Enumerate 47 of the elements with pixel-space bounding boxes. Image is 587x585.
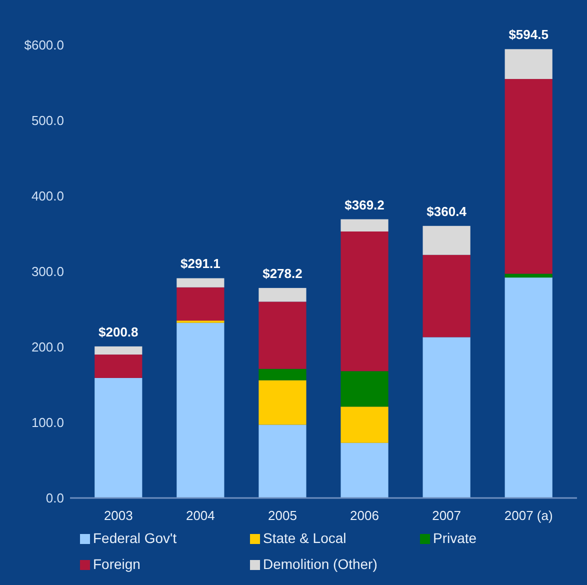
bar	[258, 288, 306, 302]
x-tick-label: 2007	[432, 508, 462, 523]
bar	[340, 406, 388, 443]
y-tick-label: 500.0	[31, 113, 64, 128]
bar	[94, 346, 142, 355]
y-tick-label: 0.0	[46, 490, 64, 506]
bar	[94, 378, 142, 498]
legend-label: Demolition (Other)	[263, 556, 378, 572]
bar	[176, 278, 224, 288]
total-label: $360.4	[426, 204, 468, 219]
bar	[504, 49, 552, 79]
total-label: $278.2	[262, 266, 302, 281]
bar	[422, 226, 470, 255]
y-tick-label: 300.0	[31, 264, 64, 280]
bar	[258, 302, 306, 369]
x-tick-label: 2007 (a)	[504, 508, 553, 523]
x-tick-label: 2003	[104, 508, 133, 523]
y-tick-label: 200.0	[31, 340, 64, 355]
bar	[422, 254, 470, 338]
total-label: $594.5	[508, 27, 548, 42]
total-label: $200.8	[98, 324, 138, 340]
x-tick-label: 2005	[268, 508, 297, 523]
bar	[340, 442, 388, 498]
bar	[340, 371, 388, 407]
bar	[340, 219, 388, 232]
legend-label: Private	[433, 530, 477, 546]
legend-label: Foreign	[93, 556, 140, 572]
y-tick-label: $600.0	[24, 38, 64, 53]
legend-label: Federal Gov't	[93, 530, 177, 546]
y-tick-label: 400.0	[31, 188, 64, 204]
bar	[504, 278, 552, 498]
bar	[94, 354, 142, 378]
x-tick-label: 2004	[186, 508, 215, 523]
bar	[504, 274, 552, 278]
legend-label: State & Local	[263, 530, 346, 546]
y-tick-label: 100.0	[31, 415, 64, 430]
x-tick-label: 2006	[350, 508, 379, 523]
bar	[258, 380, 306, 425]
bar	[176, 287, 224, 321]
total-label: $369.2	[344, 197, 384, 212]
bar	[340, 231, 388, 372]
bar	[176, 322, 224, 498]
bar	[258, 424, 306, 498]
bar	[504, 78, 552, 274]
bar	[258, 368, 306, 380]
bar	[422, 337, 470, 498]
total-label: $291.1	[180, 256, 220, 272]
